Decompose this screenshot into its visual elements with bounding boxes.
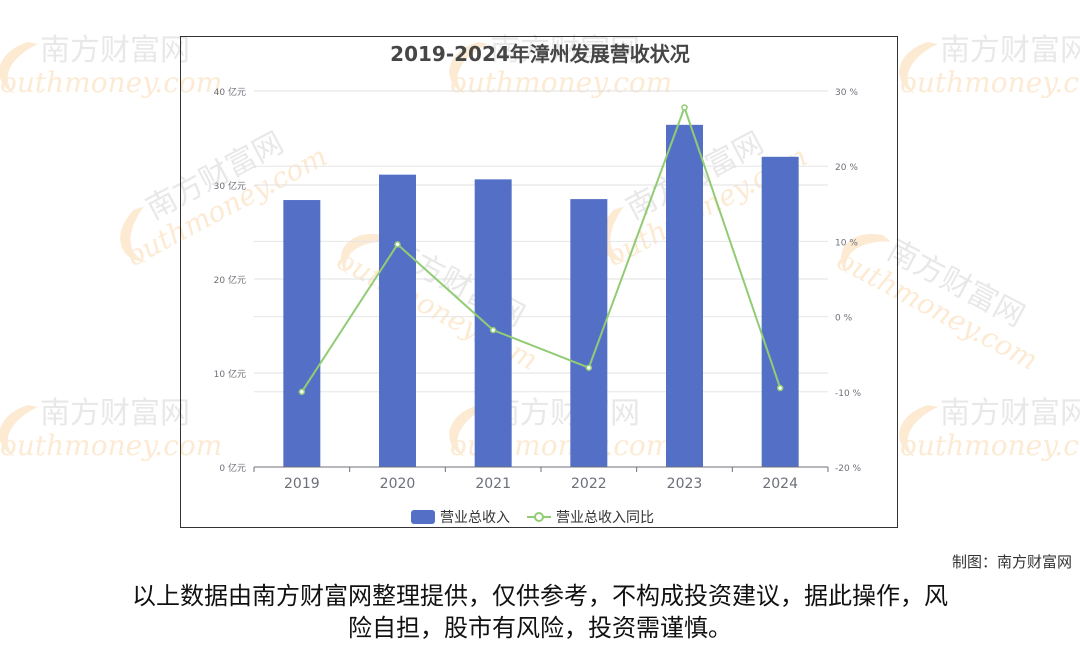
bar-2019 (283, 200, 321, 468)
bar-2023 (666, 124, 703, 467)
y-left-tick-label: 10 亿元 (214, 368, 246, 380)
y-left-tick-label: 30 亿元 (214, 180, 246, 192)
watermark-logo-icon (120, 206, 148, 262)
watermark-logo-icon (0, 42, 38, 94)
watermark-url: outhmoney.com (450, 66, 672, 99)
watermark-brand: 南方财富网 (490, 396, 640, 431)
watermark-logo-icon (899, 42, 938, 94)
watermark-logo-icon (341, 234, 391, 275)
point-yoy-2020 (394, 241, 401, 248)
disclaimer-line-2: 险自担，股市有风险，投资需谨慎。 (348, 614, 732, 642)
bar-2020 (379, 174, 416, 467)
watermark-brand: 南方财富网 (940, 396, 1080, 431)
watermark-logo-icon (841, 234, 891, 275)
y-right-tick-label: 0 % (835, 314, 853, 324)
point-yoy-2021 (489, 326, 497, 334)
point-yoy-2023 (681, 104, 688, 111)
point-yoy-2022 (585, 364, 593, 371)
watermark-brand: 南方财富网 (490, 33, 640, 68)
x-tick-label: 2024 (762, 476, 798, 492)
x-tick-label: 2023 (667, 476, 703, 492)
y-right-tick-label: -10 % (835, 389, 862, 399)
watermark-logo-icon (449, 42, 488, 94)
y-left-tick-label: 20 亿元 (214, 274, 246, 286)
disclaimer-line-1: 以上数据由南方财富网整理提供，仅供参考，不构成投资建议，据此操作，风 (132, 582, 948, 610)
y-left-tick-label: 40 亿元 (214, 86, 246, 98)
x-tick-label: 2021 (475, 476, 511, 492)
legend-line-label: 营业总收入同比 (556, 510, 654, 526)
chart-frame: 2019-2024年漳州发展营收状况 0 亿元 10 亿元 20 亿元 30 亿元 40 … (180, 36, 898, 528)
disclaimer: 以上数据由南方财富网整理提供，仅供参考，不构成投资建议，据此操作，风 险自担，股… (40, 580, 1040, 644)
bar-2021 (474, 179, 512, 468)
watermark-brand: 南方财富网 (940, 33, 1080, 68)
legend-line-marker (534, 512, 544, 522)
y-left-tick-label: 0 亿元 (219, 462, 246, 474)
x-tick-label: 2022 (571, 476, 607, 492)
watermark-url: outhmoney.com (0, 429, 222, 462)
point-yoy-2019 (298, 388, 306, 396)
legend[interactable]: 营业总收入 营业总收入同比 (411, 510, 654, 526)
watermark-url: outhmoney.com (0, 66, 222, 99)
y-right-tick-label: 20 % (835, 163, 858, 173)
legend-bar-label: 营业总收入 (440, 510, 510, 526)
chart-credit: 制图：南方财富网 (951, 553, 1072, 571)
chart-title: 2019-2024年漳州发展营收状况 (390, 42, 690, 66)
y-right-tick-label: -20 % (835, 464, 862, 474)
line-yoy (300, 104, 782, 393)
y-right-tick-label: 30 % (835, 88, 858, 98)
watermark-logo-icon (0, 405, 38, 457)
point-yoy-2024 (776, 384, 784, 392)
watermark-url: outhmoney.com (900, 429, 1080, 462)
bar-2024 (761, 156, 799, 468)
watermark-logo-icon (899, 405, 938, 457)
x-tick-label: 2019 (284, 476, 320, 492)
legend-bar-swatch (411, 510, 435, 524)
watermark-brand: 南方财富网 (40, 396, 190, 431)
x-tick-label: 2020 (380, 476, 416, 492)
watermark-url: outhmoney.com (900, 66, 1080, 99)
watermark-logo-icon (449, 405, 488, 457)
y-right-tick-label: 10 % (835, 238, 858, 248)
watermark-brand: 南方财富网 (40, 33, 190, 68)
chart: 2019-2024年漳州发展营收状况 0 亿元 10 亿元 20 亿元 30 亿元 40 … (214, 42, 862, 526)
